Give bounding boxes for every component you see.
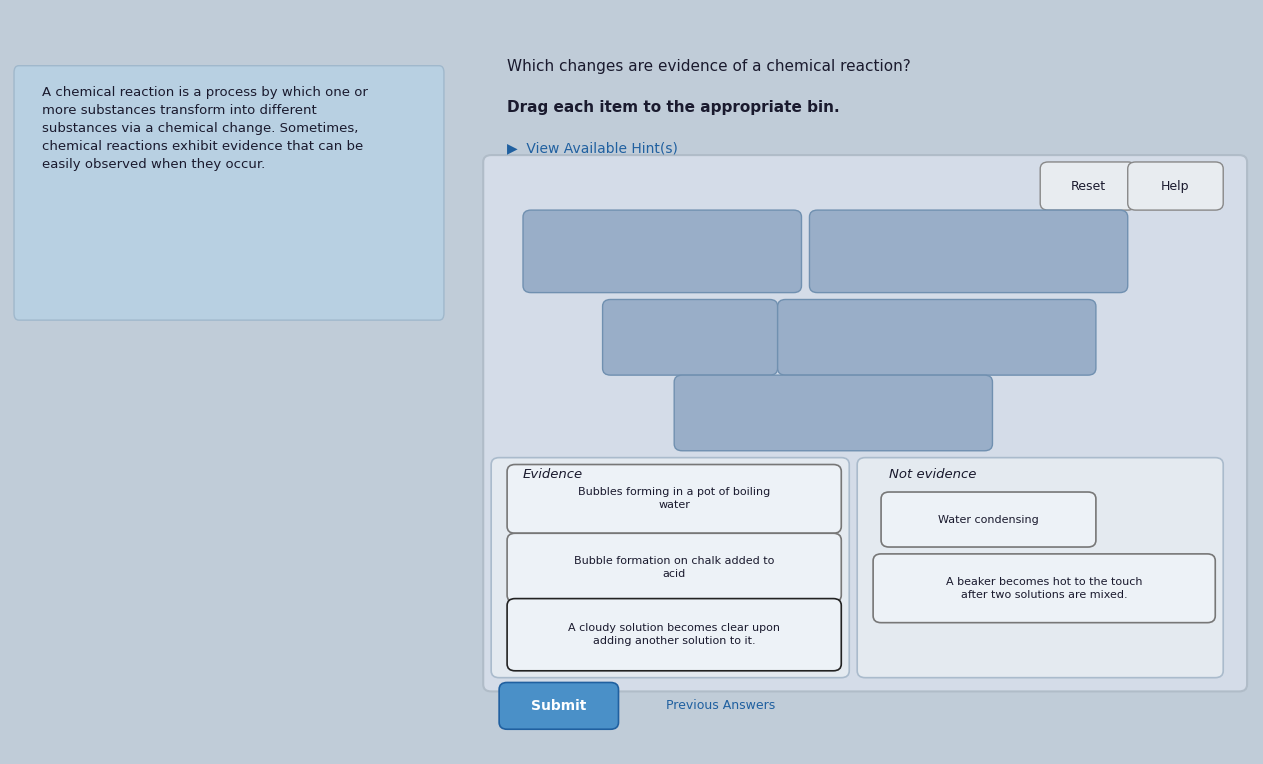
Text: Bubble formation on chalk added to
acid: Bubble formation on chalk added to acid	[573, 556, 774, 579]
Text: A chemical reaction is a process by which one or
more substances transform into : A chemical reaction is a process by whic…	[42, 86, 368, 171]
Text: ▶  View Available Hint(s): ▶ View Available Hint(s)	[508, 141, 678, 155]
FancyBboxPatch shape	[1041, 162, 1135, 210]
Text: Which changes are evidence of a chemical reaction?: Which changes are evidence of a chemical…	[508, 59, 911, 74]
FancyBboxPatch shape	[873, 554, 1215, 623]
FancyBboxPatch shape	[506, 599, 841, 671]
FancyBboxPatch shape	[499, 682, 619, 729]
FancyBboxPatch shape	[14, 66, 445, 320]
FancyBboxPatch shape	[506, 465, 841, 533]
Text: Reset: Reset	[1070, 180, 1105, 193]
Text: Help: Help	[1161, 180, 1190, 193]
Text: Bubbles forming in a pot of boiling
water: Bubbles forming in a pot of boiling wate…	[578, 487, 770, 510]
Text: Not evidence: Not evidence	[889, 468, 976, 481]
Text: Water condensing: Water condensing	[938, 514, 1039, 525]
Text: Submit: Submit	[532, 699, 586, 713]
Text: A cloudy solution becomes clear upon
adding another solution to it.: A cloudy solution becomes clear upon add…	[568, 623, 781, 646]
FancyBboxPatch shape	[810, 210, 1128, 293]
FancyBboxPatch shape	[506, 533, 841, 602]
FancyBboxPatch shape	[491, 458, 849, 678]
FancyBboxPatch shape	[778, 299, 1096, 375]
FancyBboxPatch shape	[484, 155, 1247, 691]
Text: A beaker becomes hot to the touch
after two solutions are mixed.: A beaker becomes hot to the touch after …	[946, 577, 1143, 600]
FancyBboxPatch shape	[882, 492, 1096, 547]
Text: Drag each item to the appropriate bin.: Drag each item to the appropriate bin.	[508, 100, 840, 115]
FancyBboxPatch shape	[602, 299, 778, 375]
FancyBboxPatch shape	[858, 458, 1223, 678]
Text: Evidence: Evidence	[523, 468, 584, 481]
FancyBboxPatch shape	[523, 210, 802, 293]
Text: Previous Answers: Previous Answers	[667, 699, 775, 712]
FancyBboxPatch shape	[1128, 162, 1223, 210]
FancyBboxPatch shape	[674, 375, 993, 451]
